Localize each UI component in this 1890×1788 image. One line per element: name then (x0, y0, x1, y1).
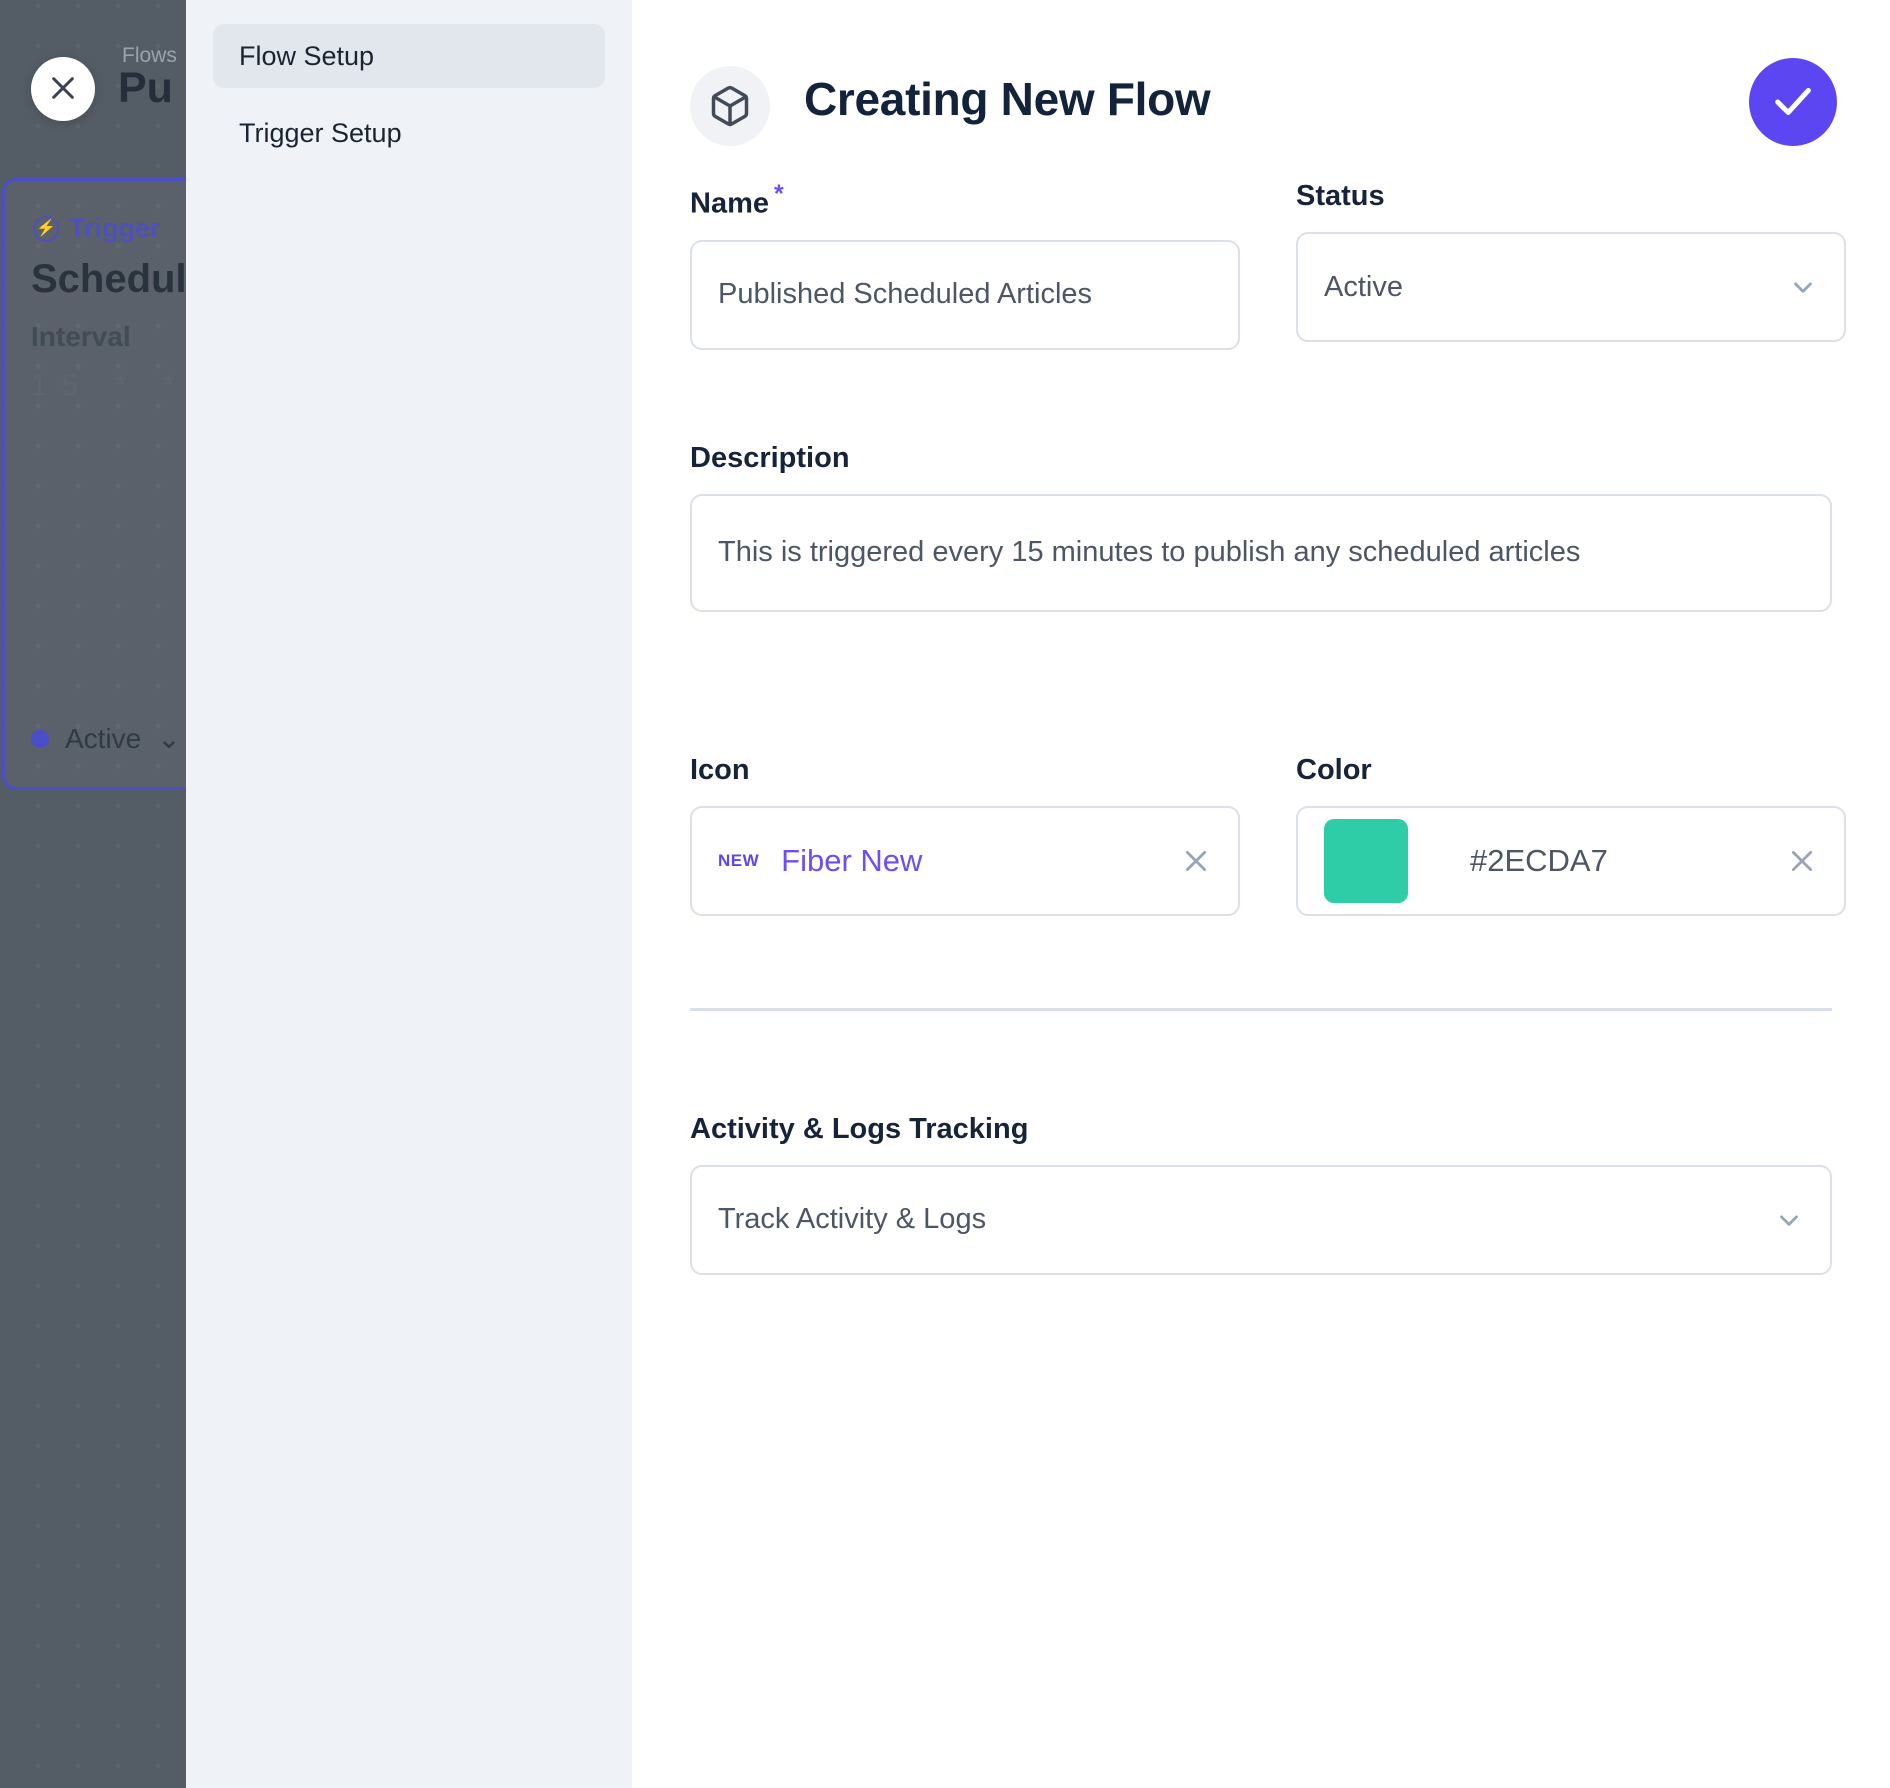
description-value: This is triggered every 15 minutes to pu… (718, 536, 1581, 569)
name-input[interactable]: Published Scheduled Articles (690, 239, 1240, 350)
trigger-card-kicker: ⚡ Trigger (33, 213, 161, 244)
chevron-down-icon[interactable] (1774, 1205, 1804, 1235)
tracking-field-group: Activity & Logs Tracking Track Activity … (690, 1113, 1832, 1275)
description-row: Description This is triggered every 15 m… (632, 442, 1890, 612)
icon-picker[interactable]: NEW Fiber New (690, 805, 1240, 916)
name-status-row: Name * Published Scheduled Articles Statu… (632, 180, 1890, 350)
trigger-card-name: Schedul (31, 257, 187, 301)
trigger-card: ⚡ Trigger Schedul Interval 15 * * * Acti… (2, 178, 190, 790)
status-select[interactable]: Active (1296, 232, 1846, 342)
trigger-card-status-badge: Active ⌄ (31, 722, 181, 755)
tracking-select[interactable]: Track Activity & Logs (690, 1164, 1832, 1275)
sidebar-item-flow-setup[interactable]: Flow Setup (213, 24, 605, 88)
modal-header: Creating New Flow (632, 58, 1890, 148)
trigger-card-cron: 15 * * * (31, 369, 190, 402)
description-field-group: Description This is triggered every 15 m… (690, 442, 1832, 612)
tracking-select-value: Track Activity & Logs (718, 1203, 987, 1236)
spacer (632, 612, 1890, 754)
color-hex-value: #2ECDA7 (1470, 842, 1608, 878)
status-select-value: Active (1324, 270, 1403, 303)
fiber-new-icon: NEW (718, 850, 760, 870)
trigger-card-kicker-label: Trigger (69, 213, 161, 243)
cube-icon (690, 66, 770, 146)
icon-chip: NEW Fiber New (718, 843, 922, 879)
modal-sidebar: Flow Setup Trigger Setup (186, 0, 632, 1788)
icon-name-value: Fiber New (781, 842, 923, 878)
confirm-save-button[interactable] (1749, 58, 1837, 146)
description-label: Description (690, 441, 850, 474)
icon-field-group: Icon NEW Fiber New (690, 754, 1240, 916)
chevron-down-icon[interactable] (1788, 272, 1818, 302)
sidebar-item-trigger-setup[interactable]: Trigger Setup (213, 101, 605, 165)
breadcrumb: Flows (122, 44, 177, 67)
name-label: Name * (690, 180, 1240, 221)
flow-setup-form: Name * Published Scheduled Articles Statu… (632, 180, 1890, 1275)
description-textarea[interactable]: This is triggered every 15 minutes to pu… (690, 493, 1832, 612)
page-title: Pu (118, 64, 173, 112)
color-picker[interactable]: #2ECDA7 (1296, 805, 1846, 916)
section-divider (690, 1007, 1832, 1011)
clear-icon[interactable] (1180, 845, 1212, 877)
name-field-group: Name * Published Scheduled Articles (690, 180, 1240, 350)
spacer (632, 916, 1890, 1008)
required-marker: * (774, 180, 784, 208)
sidebar-item-label: Flow Setup (239, 40, 375, 71)
color-field-group: Color #2ECDA7 (1296, 754, 1846, 916)
color-swatch[interactable] (1324, 818, 1408, 903)
icon-label: Icon (690, 753, 750, 786)
bolt-icon: ⚡ (33, 215, 59, 242)
sidebar-item-label: Trigger Setup (239, 117, 402, 148)
spacer (632, 1011, 1890, 1113)
dimmed-page-backdrop: Flows Pu ⚡ Trigger Schedul Interval 15 *… (0, 0, 190, 1788)
trigger-card-status-label: Active (65, 722, 142, 754)
icon-color-row: Icon NEW Fiber New Color (632, 754, 1890, 916)
color-label: Color (1296, 753, 1372, 786)
tracking-label: Activity & Logs Tracking (690, 1112, 1029, 1145)
name-label-text: Name (690, 187, 769, 220)
status-label: Status (1296, 180, 1385, 212)
close-icon (47, 72, 79, 107)
modal-main-panel: Creating New Flow Name * Published Schedu… (632, 0, 1890, 1788)
close-modal-button[interactable] (31, 57, 95, 121)
status-field-group: Status Active (1296, 180, 1846, 350)
chevron-down-icon: ⌄ (157, 723, 181, 754)
tracking-row: Activity & Logs Tracking Track Activity … (632, 1113, 1890, 1275)
check-icon (1770, 78, 1816, 127)
modal-title: Creating New Flow (804, 73, 1211, 125)
spacer (632, 350, 1890, 442)
status-dot-icon (31, 729, 49, 748)
trigger-card-sublabel: Interval (31, 321, 131, 352)
name-input-value: Published Scheduled Articles (718, 278, 1093, 311)
clear-icon[interactable] (1786, 845, 1818, 877)
